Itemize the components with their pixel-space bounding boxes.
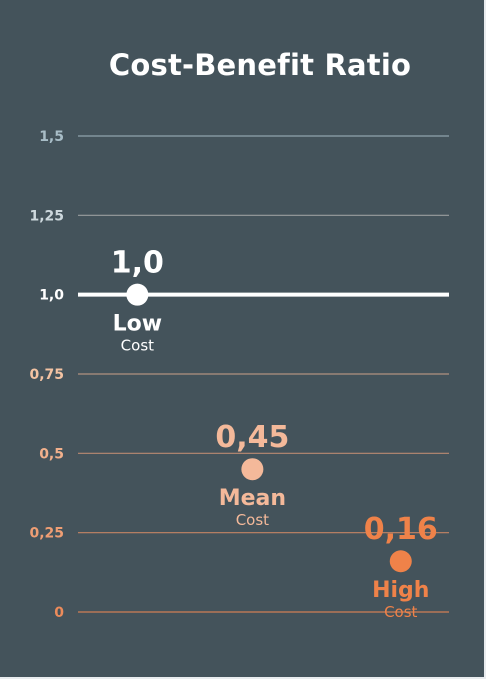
point-sublabel: Cost [236, 511, 269, 529]
point-label: Low [113, 312, 162, 337]
data-point [241, 458, 264, 481]
data-value-label: 0,16 [364, 512, 438, 547]
data-value-label: 0,45 [215, 420, 289, 455]
data-point [126, 283, 149, 306]
data-value-label: 1,0 [111, 246, 164, 281]
point-label: Mean [219, 486, 286, 511]
y-tick-label: 0,25 [29, 526, 64, 542]
data-point [389, 550, 412, 573]
point-sublabel: Cost [121, 337, 154, 355]
point-sublabel: Cost [384, 603, 417, 621]
chart-title: Cost-Benefit Ratio [108, 48, 412, 82]
point-label: High [372, 578, 429, 603]
y-tick-label: 1,5 [39, 129, 64, 145]
y-tick-label: 1,0 [39, 288, 64, 304]
y-tick-label: 0 [54, 605, 64, 621]
y-tick-label: 0,5 [39, 446, 64, 462]
y-tick-label: 1,25 [29, 208, 64, 224]
y-tick-label: 0,75 [29, 367, 64, 383]
